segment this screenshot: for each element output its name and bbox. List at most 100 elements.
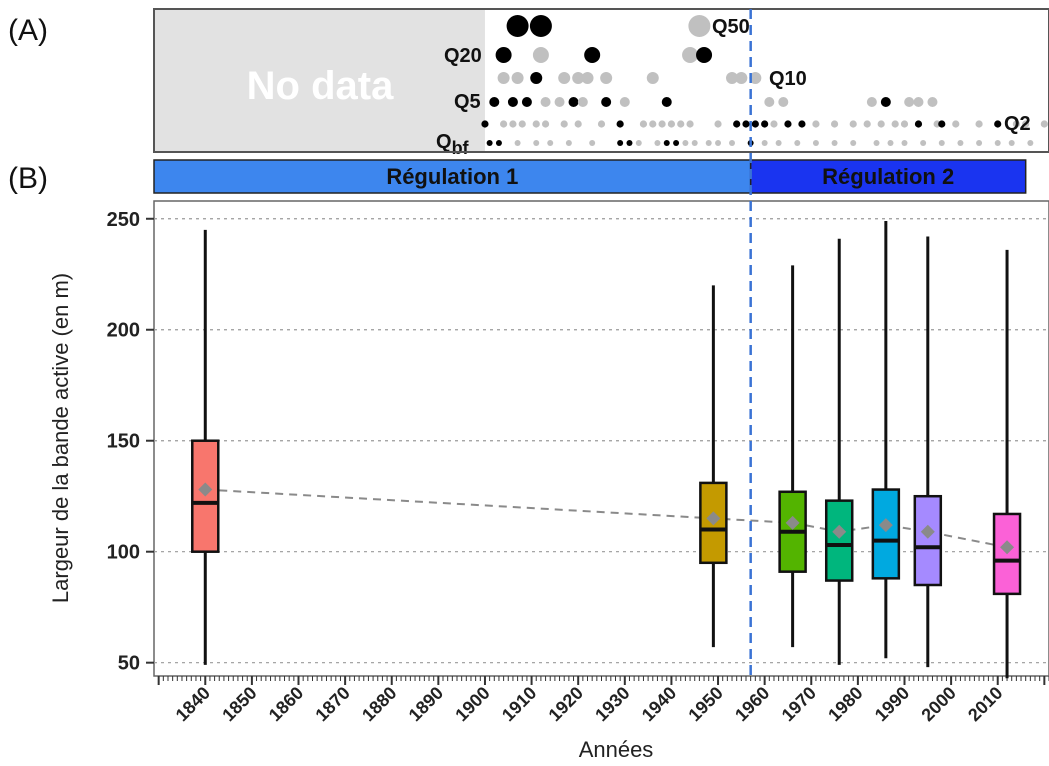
mean-marker-1966	[785, 515, 800, 530]
x-tick-label-1920: 1920	[545, 683, 587, 725]
flood-event-qbf-11	[663, 140, 670, 146]
flood-event-q2-11	[649, 120, 657, 128]
flood-event-q5-10	[764, 97, 775, 107]
y-tick-label-100: 100	[107, 542, 140, 564]
flood-event-q5-7	[601, 97, 612, 107]
y-tick-label-200: 200	[107, 320, 140, 342]
flood-event-q10-4	[572, 72, 585, 84]
flood-event-q5-6	[577, 97, 588, 107]
flood-event-q2-18	[742, 120, 750, 128]
flood-panel: No data Q50 Q20 Q10 Q5 Q2 Qbf	[153, 8, 1049, 158]
mean-marker-1986	[878, 518, 893, 533]
x-tick-label-1930: 1930	[591, 683, 633, 725]
x-tick-label-1970: 1970	[778, 683, 820, 725]
flood-event-q5-15	[913, 97, 924, 107]
flood-event-q50-2	[688, 15, 711, 37]
box-body-1986	[871, 488, 901, 580]
flood-event-qbf-27	[901, 140, 908, 146]
x-axis: 1840 1850 1860 1870 1880 1890 1900 1910 1920 1930…	[157, 676, 1049, 725]
flood-event-q2-29	[891, 120, 899, 128]
flood-event-q2-37	[1012, 120, 1020, 128]
box-1986	[871, 220, 901, 659]
flood-event-qbf-12	[673, 140, 680, 146]
flood-event-qbf-21	[794, 140, 801, 146]
flood-event-q2-38	[1022, 120, 1030, 128]
flood-event-q2-35	[975, 120, 983, 128]
mean-marker-1995	[920, 524, 935, 539]
flood-event-q5-1	[507, 97, 518, 107]
y-tick-label-50: 50	[118, 653, 140, 675]
flood-event-qbf-8	[626, 140, 633, 146]
flood-event-qbf-17	[729, 140, 736, 146]
flood-event-q5-11	[778, 97, 789, 107]
flood-event-q2-28	[877, 120, 885, 128]
flood-event-q20-1	[532, 47, 549, 63]
flood-event-q2-21	[770, 120, 778, 128]
flood-event-q2-7	[574, 120, 582, 128]
box-body-1995	[913, 494, 943, 587]
mean-marker-2012	[1000, 540, 1015, 555]
flood-event-q2-8	[597, 120, 606, 128]
flood-event-q2-33	[938, 120, 946, 128]
x-tick-label-1980: 1980	[824, 683, 866, 725]
flood-event-q10-6	[600, 72, 613, 84]
x-tick-label-2010: 2010	[964, 683, 1006, 725]
flood-events	[481, 15, 1048, 146]
box-2012	[992, 249, 1022, 679]
y-axis-title: Largeur de la bande active (en m)	[48, 273, 73, 603]
flood-event-qbf-14	[691, 140, 698, 146]
flood-event-qbf-23	[831, 140, 838, 146]
flood-event-q2-30	[900, 120, 909, 128]
flood-event-qbf-20	[775, 140, 782, 146]
flood-event-qbf-26	[887, 140, 894, 146]
x-tick-label-1860: 1860	[265, 683, 307, 725]
flood-event-q2-4	[532, 120, 540, 128]
x-tick-label-1940: 1940	[638, 683, 680, 725]
flood-label-q2: Q2	[1004, 113, 1031, 135]
flood-event-q20-2	[584, 47, 601, 63]
flood-event-q2-14	[677, 120, 685, 128]
flood-event-qbf-34	[1027, 140, 1034, 146]
mean-marker-1976	[832, 524, 847, 539]
x-tick-label-1870: 1870	[311, 683, 353, 725]
flood-event-qbf-29	[938, 140, 945, 146]
box-1840	[191, 229, 220, 665]
x-tick-label-2000: 2000	[917, 683, 959, 725]
flood-event-q2-17	[733, 120, 741, 128]
flood-event-q5-4	[554, 97, 565, 107]
regulation-2-band	[749, 159, 1027, 194]
x-tick-label-1850: 1850	[218, 683, 260, 725]
x-tick-label-1960: 1960	[731, 683, 773, 725]
flood-event-q2-23	[798, 120, 806, 128]
plot-area	[153, 200, 1049, 677]
x-tick-label-1950: 1950	[684, 683, 726, 725]
x-axis-title: Années	[579, 737, 654, 762]
flood-event-q5-8	[619, 97, 630, 107]
flood-event-qbf-24	[850, 140, 857, 146]
flood-event-q2-6	[560, 120, 568, 128]
flood-event-q5-9	[661, 97, 672, 107]
flood-event-qbf-4	[547, 140, 554, 146]
flood-event-q5-0	[489, 97, 500, 107]
flood-label-q5: Q5	[454, 91, 481, 113]
flood-event-q2-39	[1040, 120, 1048, 128]
no-data-label: No data	[247, 64, 394, 108]
mean-marker-1949	[706, 511, 721, 526]
flood-event-qbf-7	[617, 140, 624, 146]
flood-event-q2-9	[616, 120, 624, 128]
grid-lines	[154, 218, 1049, 664]
panel-label-b: (B)	[8, 162, 48, 195]
y-tick-label-250: 250	[107, 209, 140, 231]
flood-event-qbf-13	[682, 140, 689, 146]
flood-event-qbf-10	[654, 140, 661, 146]
flood-event-q5-14	[904, 97, 915, 107]
x-tick-label-1990: 1990	[871, 683, 913, 725]
flood-event-q2-3	[518, 120, 526, 128]
flood-event-q10-1	[511, 72, 524, 84]
mean-marker-1840	[198, 482, 213, 497]
box-1976	[824, 238, 854, 665]
flood-event-q10-3	[558, 72, 571, 84]
flood-event-q2-10	[639, 120, 648, 128]
